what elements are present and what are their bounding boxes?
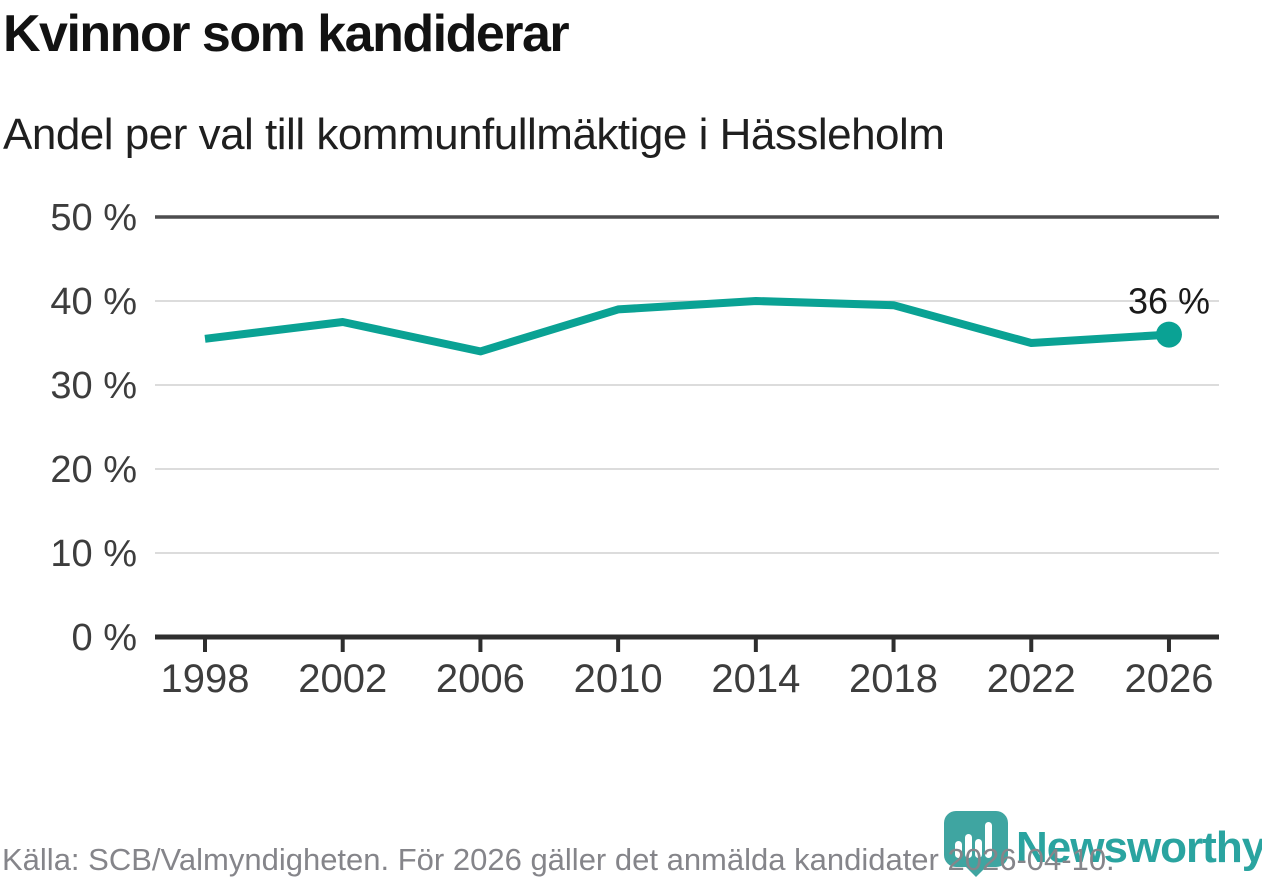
y-tick-label: 10 % xyxy=(50,533,137,575)
chart-subtitle: Andel per val till kommunfullmäktige i H… xyxy=(3,110,945,159)
newsworthy-logo: Newsworthy xyxy=(944,811,1262,877)
x-tick-label: 2022 xyxy=(987,657,1076,701)
x-tick-label: 2006 xyxy=(436,657,525,701)
y-tick-label: 50 % xyxy=(50,197,137,239)
newsworthy-wordmark: Newsworthy xyxy=(1016,823,1262,872)
y-tick-label: 40 % xyxy=(50,281,137,323)
y-tick-label: 20 % xyxy=(50,449,137,491)
x-tick-label: 2026 xyxy=(1124,657,1213,701)
chart-title: Kvinnor som kandiderar xyxy=(3,5,570,63)
y-tick-label: 30 % xyxy=(50,365,137,407)
end-value-label: 36 % xyxy=(1128,281,1210,322)
x-tick-label: 2014 xyxy=(711,657,800,701)
x-tick-label: 2010 xyxy=(574,657,663,701)
y-tick-label: 0 % xyxy=(72,617,137,659)
source-note: Källa: SCB/Valmyndigheten. För 2026 gäll… xyxy=(2,842,1115,877)
end-point-marker xyxy=(1155,321,1182,348)
x-tick-label: 1998 xyxy=(161,657,250,701)
x-tick-label: 2002 xyxy=(298,657,387,701)
data-line xyxy=(204,297,1170,356)
x-tick-label: 2018 xyxy=(849,657,938,701)
newsworthy-pin-icon xyxy=(944,811,1008,877)
